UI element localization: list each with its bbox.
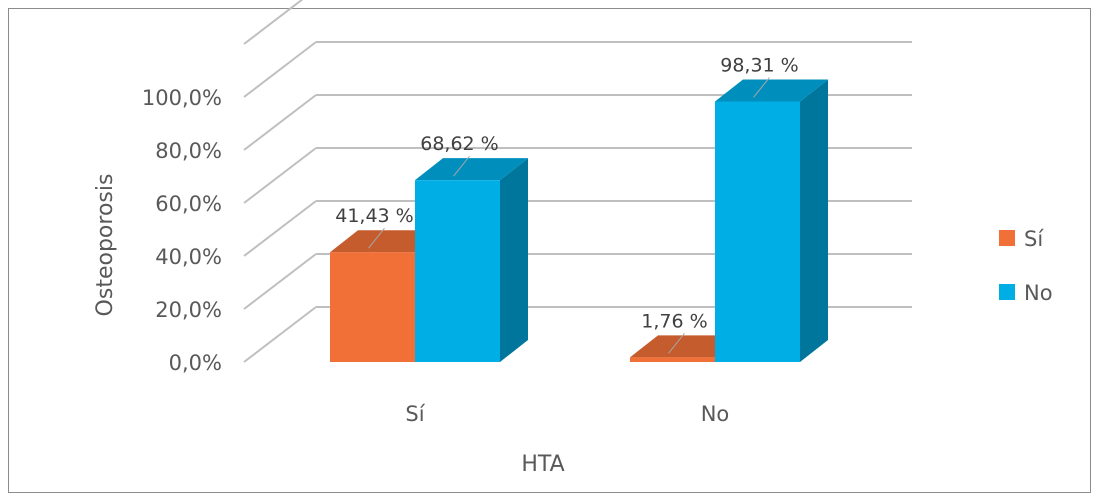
legend-label-si: Sí xyxy=(1024,227,1044,251)
y-tick-labels: 0,0% 20,0% 40,0% 60,0% 80,0% 100,0% xyxy=(142,86,222,375)
gridline-side xyxy=(243,0,304,45)
bar xyxy=(415,180,500,362)
y-tick-label: 0,0% xyxy=(169,351,222,375)
data-label: 41,43 % xyxy=(335,205,414,227)
data-label: 68,62 % xyxy=(420,133,499,155)
gridline-side xyxy=(243,253,317,310)
y-tick-label: 20,0% xyxy=(155,298,222,322)
y-tick-label: 80,0% xyxy=(155,139,222,163)
gridline-side xyxy=(243,306,317,363)
legend-label-no: No xyxy=(1024,281,1053,305)
data-label-leader xyxy=(668,333,685,354)
y-tick-label: 40,0% xyxy=(155,245,222,269)
gridline-side xyxy=(243,94,317,151)
data-label-leader xyxy=(368,227,385,249)
bar xyxy=(715,101,800,362)
y-axis-title: Osteoporosis xyxy=(93,174,118,317)
data-label-leader xyxy=(453,155,470,177)
bar-side xyxy=(800,79,828,362)
gridline-side xyxy=(243,200,317,257)
legend: Sí No xyxy=(999,227,1053,305)
gridline-side xyxy=(243,41,317,98)
category-label: Sí xyxy=(405,402,425,426)
y-tick-label: 100,0% xyxy=(142,86,222,110)
legend-swatch-si xyxy=(999,230,1015,246)
data-label: 1,76 % xyxy=(641,310,707,332)
chart-frame xyxy=(8,8,1091,493)
data-label: 98,31 % xyxy=(720,54,799,76)
bar-top xyxy=(330,230,443,253)
y-tick-label: 60,0% xyxy=(155,192,222,216)
category-labels: Sí No xyxy=(405,402,729,426)
bar xyxy=(330,252,415,362)
data-labels: 41,43 % 68,62 % 1,76 % 98,31 % xyxy=(335,54,799,354)
gridline-side xyxy=(243,147,317,204)
category-label: No xyxy=(701,402,730,426)
bar-top xyxy=(415,158,528,181)
bar-top xyxy=(715,79,828,102)
bar-side xyxy=(500,158,528,362)
bar-top xyxy=(630,335,743,358)
data-label-leader xyxy=(753,77,770,98)
bars xyxy=(330,79,828,362)
bar xyxy=(630,357,715,362)
legend-swatch-no xyxy=(999,284,1015,300)
x-axis-title: HTA xyxy=(521,452,564,477)
